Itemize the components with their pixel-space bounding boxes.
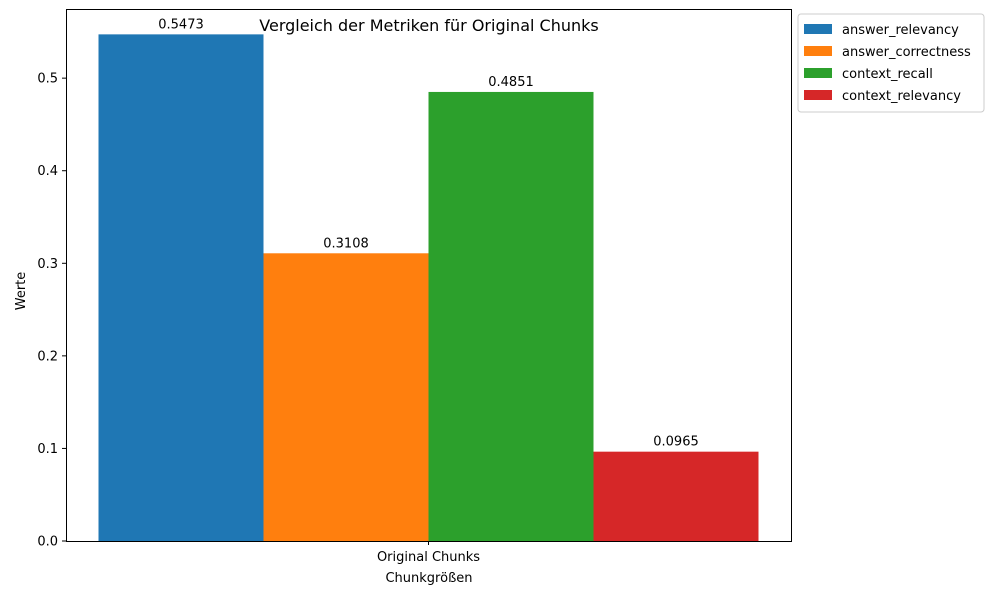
chart-title: Vergleich der Metriken für Original Chun… (259, 16, 598, 35)
legend-swatch-answer_relevancy (804, 24, 832, 34)
legend-box (797, 13, 985, 113)
y-tick-label: 0.5 (37, 72, 58, 87)
bar-value-label-answer_correctness: 0.3108 (323, 236, 369, 251)
legend-swatch-context_relevancy (804, 90, 832, 100)
x-tick-label: Original Chunks (377, 550, 480, 565)
y-axis: 0.0 0.1 0.2 0.3 0.4 0.5 (37, 72, 66, 550)
y-tick-label: 0.1 (37, 442, 58, 457)
x-axis: Original Chunks (377, 541, 480, 565)
legend: answer_relevancy answer_correctnesscontex… (797, 13, 985, 113)
legend-label-answer_relevancy: answer_relevancy (842, 23, 959, 38)
y-tick-label: 0.3 (37, 257, 58, 272)
x-axis-label: Chunkgrößen (385, 571, 472, 586)
legend-swatch-answer_correctness (804, 46, 832, 56)
bar-context_recall (428, 91, 594, 541)
bar-context_relevancy (593, 451, 759, 541)
bar-value-label-context_relevancy: 0.0965 (653, 435, 699, 450)
y-tick-label: 0.0 (37, 535, 58, 550)
legend-swatch-context_recall (804, 68, 832, 78)
legend-label-context_relevancy: context_relevancy (842, 89, 961, 104)
bar-value-label-context_recall: 0.4851 (488, 75, 534, 90)
y-tick-label: 0.4 (37, 164, 58, 179)
plot-frame (66, 9, 792, 542)
y-tick-label: 0.2 (37, 349, 58, 364)
bar-labels-group: 0.5473 0.3108 0.4851 0.0965 (158, 17, 699, 449)
legend-label-answer_correctness: answer_correctness (842, 45, 971, 60)
bar-answer_relevancy (98, 34, 264, 541)
bar-answer_correctness (263, 253, 429, 541)
y-axis-label: Werte (14, 272, 29, 311)
bar-value-label-answer_relevancy: 0.5473 (158, 17, 204, 32)
legend-label-context_recall: context_recall (842, 67, 933, 82)
bars-group (98, 34, 759, 541)
